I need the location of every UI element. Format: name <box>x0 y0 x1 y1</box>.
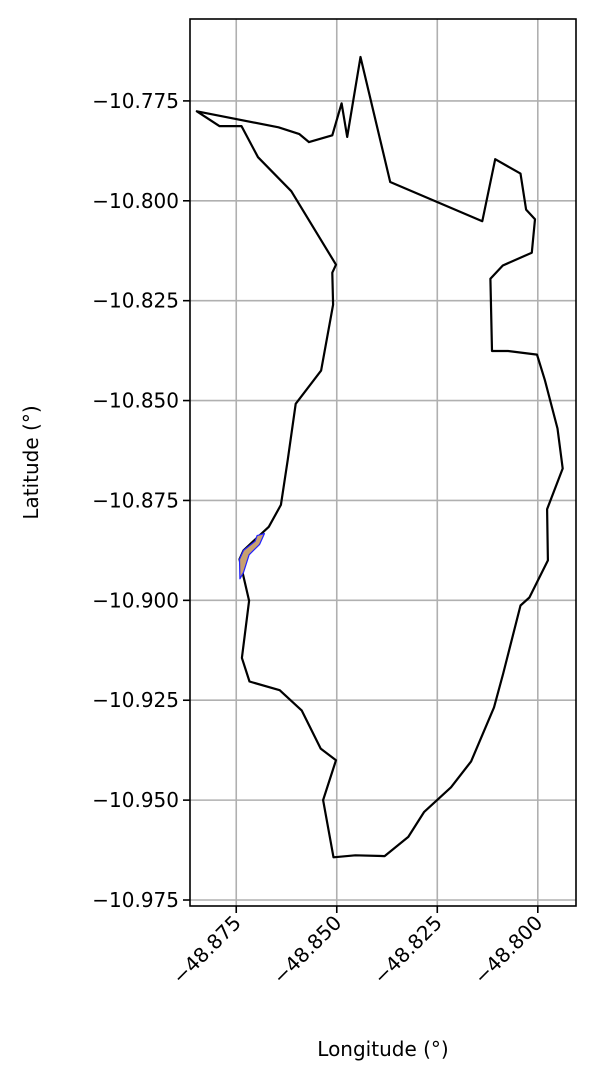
y-axis-title: Latitude (°) <box>19 405 43 519</box>
y-tick-label: −10.975 <box>92 888 179 912</box>
y-tick-label: −10.775 <box>92 89 179 113</box>
x-tick-label: −48.800 <box>469 911 547 989</box>
y-tick-label: −10.950 <box>92 788 179 812</box>
y-tick-label: −10.875 <box>92 488 179 512</box>
x-axis-title: Longitude (°) <box>317 1037 448 1061</box>
boundary-outline <box>197 57 563 857</box>
y-tick-label: −10.925 <box>92 688 179 712</box>
y-tick-label: −10.900 <box>92 588 179 612</box>
y-tick-label: −10.825 <box>92 289 179 313</box>
y-tick-label: −10.800 <box>92 189 179 213</box>
x-tick-label: −48.850 <box>268 911 346 989</box>
highlighted-region <box>240 534 265 579</box>
x-tick-label: −48.875 <box>167 911 245 989</box>
axis-ticks: −48.875 −48.850 −48.825 −48.800 −10.775 −10.8… <box>92 89 547 989</box>
plot-area <box>197 57 563 857</box>
x-tick-label: −48.825 <box>369 911 447 989</box>
y-tick-label: −10.850 <box>92 389 179 413</box>
